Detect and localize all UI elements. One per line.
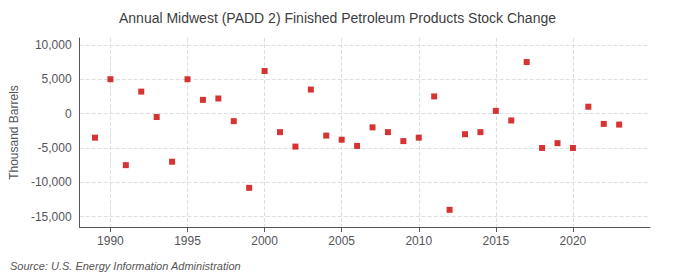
svg-text:1990: 1990: [97, 234, 124, 248]
svg-text:-5,000: -5,000: [38, 141, 72, 155]
svg-text:Annual Midwest (PADD 2) Finish: Annual Midwest (PADD 2) Finished Petrole…: [119, 10, 556, 26]
svg-text:-10,000: -10,000: [31, 175, 72, 189]
svg-text:2020: 2020: [560, 234, 587, 248]
svg-text:0: 0: [65, 107, 72, 121]
svg-text:2010: 2010: [405, 234, 432, 248]
svg-text:-15,000: -15,000: [31, 210, 72, 224]
svg-text:Thousand Barrels: Thousand Barrels: [7, 85, 21, 180]
svg-text:5,000: 5,000: [42, 72, 72, 86]
svg-text:2005: 2005: [328, 234, 355, 248]
svg-text:2015: 2015: [482, 234, 509, 248]
svg-text:1995: 1995: [174, 234, 201, 248]
svg-text:2000: 2000: [251, 234, 278, 248]
svg-text:Source: U.S. Energy Informatio: Source: U.S. Energy Information Administ…: [10, 260, 241, 272]
svg-text:10,000: 10,000: [35, 38, 72, 52]
